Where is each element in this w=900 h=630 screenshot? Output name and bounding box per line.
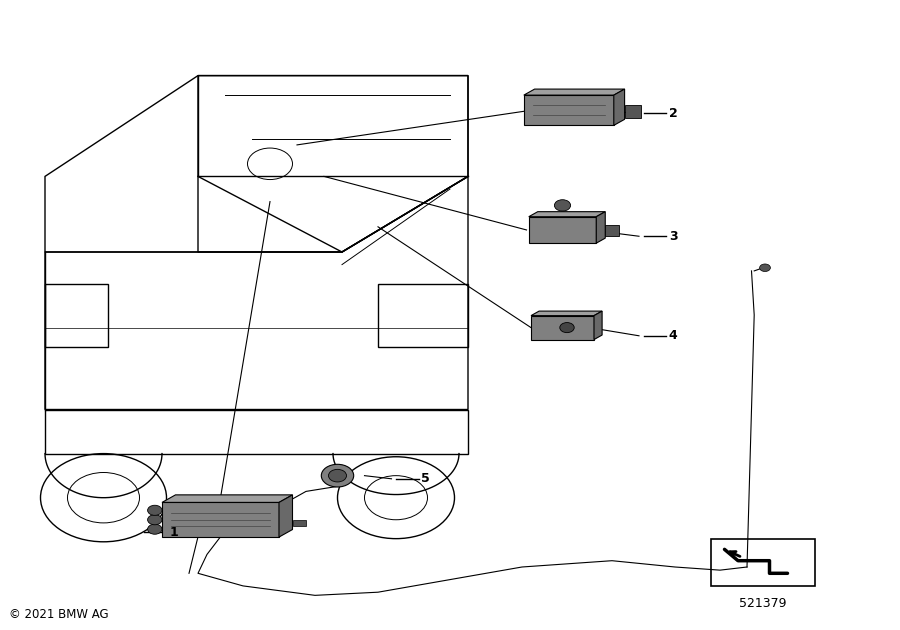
Polygon shape	[596, 212, 605, 243]
Polygon shape	[524, 89, 625, 95]
Polygon shape	[614, 89, 625, 125]
Text: © 2021 BMW AG: © 2021 BMW AG	[9, 607, 109, 621]
Polygon shape	[524, 95, 614, 125]
Text: 5: 5	[421, 472, 430, 485]
Text: 521379: 521379	[739, 597, 787, 610]
Polygon shape	[162, 503, 279, 537]
Polygon shape	[529, 212, 605, 217]
Circle shape	[148, 515, 162, 525]
Polygon shape	[531, 311, 602, 316]
Circle shape	[760, 264, 770, 272]
Polygon shape	[529, 217, 596, 243]
Bar	[625, 105, 641, 118]
Polygon shape	[279, 495, 292, 537]
Circle shape	[554, 200, 571, 211]
Polygon shape	[531, 316, 594, 340]
Text: 2: 2	[669, 107, 678, 120]
Circle shape	[148, 505, 162, 515]
Text: 4: 4	[669, 329, 678, 342]
Bar	[711, 539, 814, 586]
Circle shape	[321, 464, 354, 487]
Polygon shape	[162, 495, 292, 503]
Circle shape	[328, 469, 346, 482]
Bar	[605, 225, 619, 236]
Bar	[292, 520, 306, 526]
Polygon shape	[594, 311, 602, 340]
Circle shape	[148, 524, 162, 534]
Text: 3: 3	[669, 230, 678, 243]
Text: 1: 1	[169, 526, 178, 539]
Circle shape	[560, 323, 574, 333]
